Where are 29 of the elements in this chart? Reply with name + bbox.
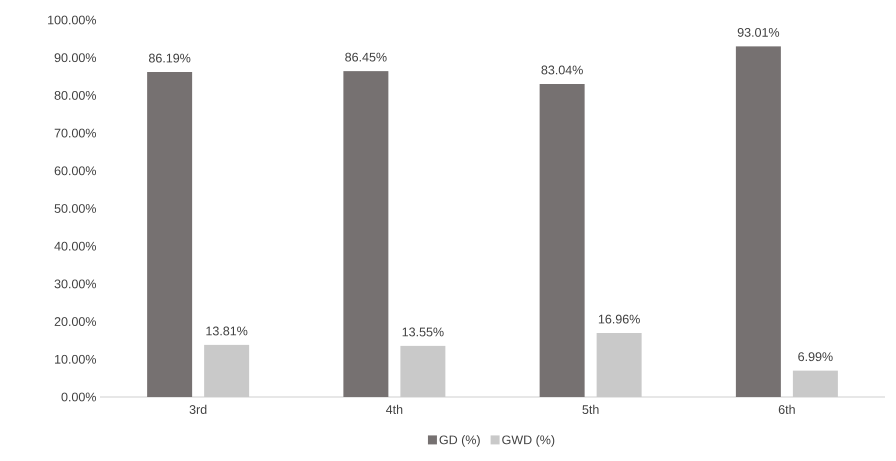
data-label: 83.04% <box>541 66 583 74</box>
y-tick-label: 0.00% <box>62 392 96 402</box>
bar <box>147 72 192 397</box>
y-tick-label: 80.00% <box>54 90 96 100</box>
data-label: 16.96% <box>598 314 640 324</box>
y-tick-label: 50.00% <box>54 204 96 213</box>
y-tick-label: 90.00% <box>54 53 96 62</box>
x-tick-label: 5th <box>582 404 598 414</box>
y-tick-label: 70.00% <box>54 128 96 138</box>
x-tick-label: 4th <box>386 404 402 414</box>
legend-label: GD (%) <box>440 435 480 447</box>
data-label: 6.99% <box>798 352 833 362</box>
y-tick-label: 100.00% <box>48 16 96 24</box>
data-label: 13.55% <box>402 328 444 336</box>
y-tick-label: 60.00% <box>54 166 96 176</box>
x-tick-label: 3rd <box>190 404 206 414</box>
bar <box>343 71 388 397</box>
y-tick-label: 30.00% <box>54 279 96 288</box>
y-tick-label: 20.00% <box>54 317 96 326</box>
data-label: 86.45% <box>345 52 387 62</box>
x-tick-label: 6th <box>778 404 795 414</box>
legend-label: GWD (%) <box>502 435 554 447</box>
data-label: 93.01% <box>738 28 780 37</box>
data-label: 86.19% <box>148 54 190 63</box>
bar <box>540 84 585 397</box>
y-tick-label: 40.00% <box>54 242 96 251</box>
bar <box>736 46 781 397</box>
data-label: 13.81% <box>206 326 248 336</box>
y-tick-label: 10.00% <box>55 354 96 364</box>
